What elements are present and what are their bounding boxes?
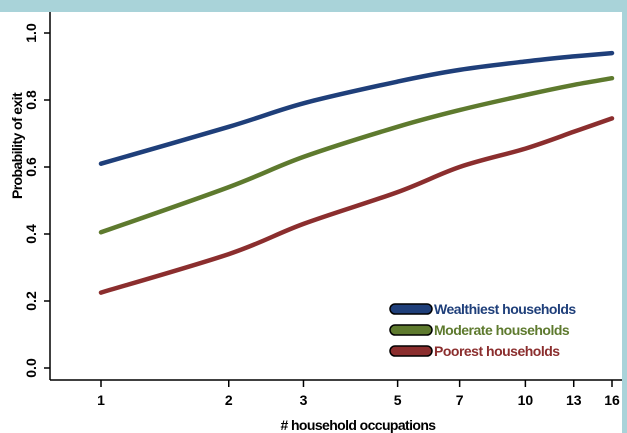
series-line-wealthiest-households [98,50,615,166]
y-tick-label: 1.0 [23,23,39,43]
legend-swatch-moderate-households [389,324,433,336]
x-axis-title: # household occupations [281,417,437,433]
series-line-moderate-households [98,75,615,235]
series-line-poorest-households [98,116,615,295]
x-tick-label: 13 [566,392,582,408]
legend: Wealthiest households Moderate households… [389,301,577,359]
y-tick-label: 0.4 [23,224,39,244]
x-tick-label: 1 [97,392,105,408]
legend-swatch-wealthiest-households [389,303,433,315]
legend-label-poorest-households: Poorest households [434,343,560,359]
plot-area [50,12,622,380]
legend-swatch-poorest-households [389,345,433,357]
legend-label-moderate-households: Moderate households [434,322,570,338]
x-tick-label: 16 [604,392,620,408]
x-tick-label: 10 [518,392,534,408]
legend-label-wealthiest-households: Wealthiest households [434,301,576,317]
x-tick-label: 5 [394,392,402,408]
chart-frame: 0.0 0.2 0.4 0.6 0.8 1.0 1 2 3 5 7 10 13 16 Probabili… [0,12,622,433]
y-tick-label: 0.2 [23,291,39,311]
y-axis-title: Probability of exit [9,92,25,199]
y-tick-label: 0.6 [23,157,39,177]
y-tick-label: 0.8 [23,90,39,110]
chart-svg: 0.0 0.2 0.4 0.6 0.8 1.0 1 2 3 5 7 10 13 16 Probabili… [9,12,622,433]
x-tick-label: 3 [300,392,308,408]
x-tick-label: 2 [225,392,233,408]
x-tick-label: 7 [456,392,464,408]
y-tick-label: 0.0 [23,358,39,378]
